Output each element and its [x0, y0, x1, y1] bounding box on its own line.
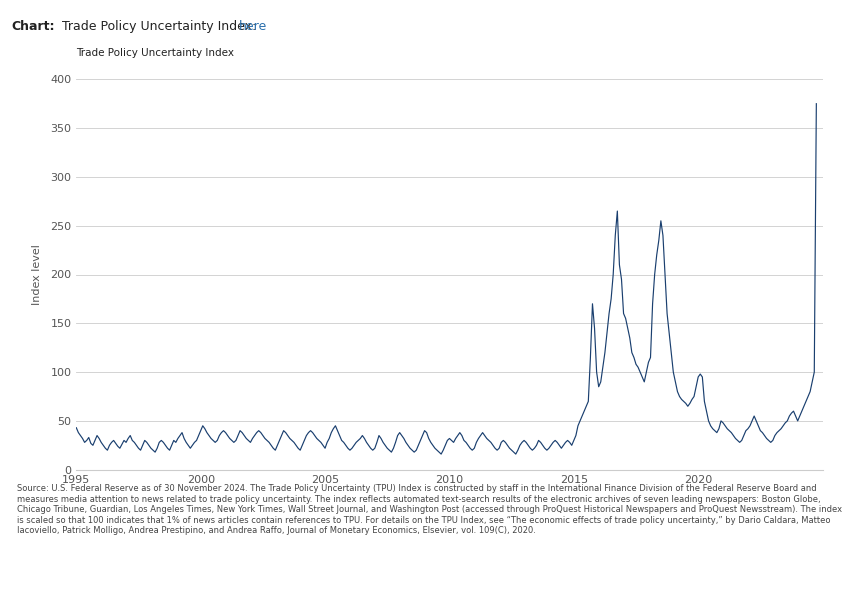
Text: Chart:: Chart:: [11, 20, 54, 32]
Text: Source: U.S. Federal Reserve as of 30 November 2024. The Trade Policy Uncertaint: Source: U.S. Federal Reserve as of 30 No…: [17, 484, 842, 535]
Text: Trade Policy Uncertainty Index:: Trade Policy Uncertainty Index:: [58, 20, 260, 32]
Y-axis label: Index level: Index level: [32, 244, 42, 305]
Text: Trade Policy Uncertainty Index: Trade Policy Uncertainty Index: [76, 48, 234, 58]
Text: here: here: [239, 20, 267, 32]
